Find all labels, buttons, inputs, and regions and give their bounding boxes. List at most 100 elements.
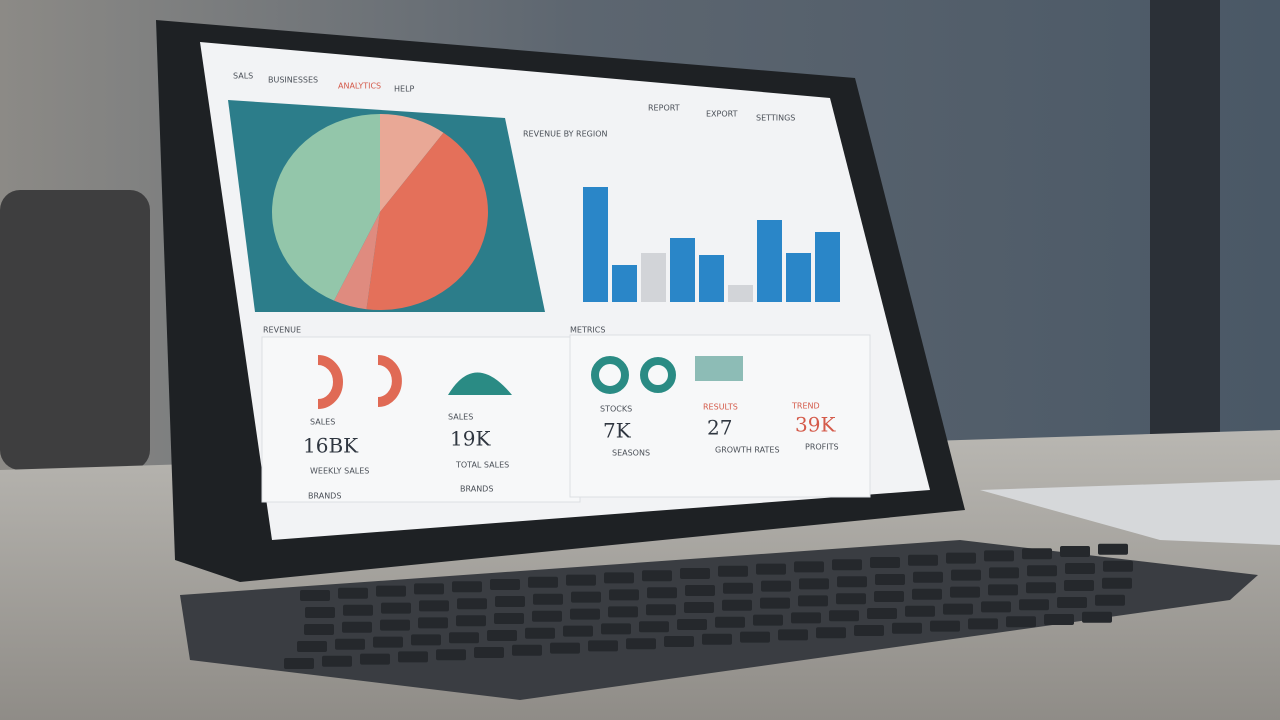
key (946, 552, 976, 564)
key (943, 603, 973, 615)
kpi-label: STOCKS (600, 405, 632, 414)
kpi-label: RESULTS (703, 403, 738, 412)
kpi-caption: WEEKLY SALES (310, 467, 369, 476)
pie-slice (380, 114, 444, 212)
key (533, 593, 563, 605)
key (874, 591, 904, 602)
key (335, 638, 365, 650)
bar-chart (583, 187, 840, 302)
nav-item[interactable]: BUSINESSES (268, 76, 318, 85)
key (1022, 548, 1052, 560)
key (791, 612, 821, 624)
key (680, 568, 710, 579)
key (376, 585, 406, 597)
key (950, 586, 980, 598)
pie-slice (272, 114, 380, 301)
key (702, 633, 732, 645)
nav-item[interactable]: SALS (233, 72, 253, 81)
gauge-icon (317, 355, 343, 409)
key (305, 607, 335, 618)
key (951, 569, 981, 581)
key (799, 578, 829, 590)
key (989, 567, 1019, 579)
kpi-footer: BRANDS (460, 485, 493, 494)
key (380, 619, 410, 631)
kpi-value: 7K (603, 419, 632, 443)
bar (728, 285, 753, 302)
key (449, 632, 479, 644)
key (930, 620, 960, 632)
kpi-value: 39K (795, 413, 836, 437)
key (760, 597, 790, 609)
key (832, 559, 862, 571)
key (836, 593, 866, 605)
key (566, 574, 596, 586)
key (718, 565, 748, 577)
key (798, 595, 828, 607)
key (373, 636, 403, 648)
key (487, 630, 517, 641)
key (1102, 577, 1132, 589)
kpi-caption: SEASONS (612, 449, 650, 458)
section-title: METRICS (570, 326, 605, 335)
bar (815, 232, 840, 302)
key (609, 589, 639, 601)
key (626, 638, 656, 650)
key (1044, 614, 1074, 625)
top-nav-item[interactable]: SETTINGS (756, 114, 795, 123)
top-nav-item[interactable]: REPORT (648, 104, 680, 113)
key (512, 644, 542, 656)
key (912, 588, 942, 600)
key (715, 616, 745, 628)
key (571, 591, 601, 603)
nav-item[interactable]: ANALYTICS (338, 82, 381, 91)
kpi-footer: BRANDS (308, 492, 341, 501)
nav-item[interactable]: HELP (394, 85, 415, 94)
key (816, 627, 846, 639)
key (913, 571, 943, 583)
key (756, 563, 786, 575)
pie-chart (272, 114, 488, 310)
key (456, 615, 486, 627)
key (968, 618, 998, 630)
gauge-icon (448, 372, 512, 395)
key (360, 653, 390, 665)
key (664, 636, 694, 647)
key (988, 584, 1018, 596)
key (550, 642, 580, 654)
key (1027, 565, 1057, 577)
kpi-caption: GROWTH RATES (715, 446, 780, 455)
key (528, 576, 558, 588)
key (642, 570, 672, 582)
key (297, 641, 327, 652)
key (1057, 597, 1087, 608)
key (411, 634, 441, 646)
key (398, 651, 428, 663)
key (778, 629, 808, 641)
key (981, 601, 1011, 613)
bar (641, 253, 666, 302)
key (1098, 543, 1128, 555)
pie-slice (334, 212, 380, 310)
kpi-label: SALES (448, 413, 473, 422)
bar-chart-title: REVENUE BY REGION (523, 130, 608, 139)
key (381, 602, 411, 614)
key (829, 610, 859, 622)
gauge-icon (377, 355, 402, 407)
key (677, 619, 707, 630)
kpi-caption: PROFITS (805, 443, 839, 452)
key (1026, 582, 1056, 594)
top-nav-item[interactable]: EXPORT (706, 110, 738, 119)
key (867, 608, 897, 619)
key (723, 582, 753, 594)
key (1060, 546, 1090, 557)
window-frame (1150, 0, 1220, 450)
key (753, 614, 783, 626)
key (418, 617, 448, 629)
key (875, 574, 905, 585)
device (980, 480, 1280, 545)
key (588, 640, 618, 652)
key (474, 647, 504, 658)
key (984, 550, 1014, 562)
